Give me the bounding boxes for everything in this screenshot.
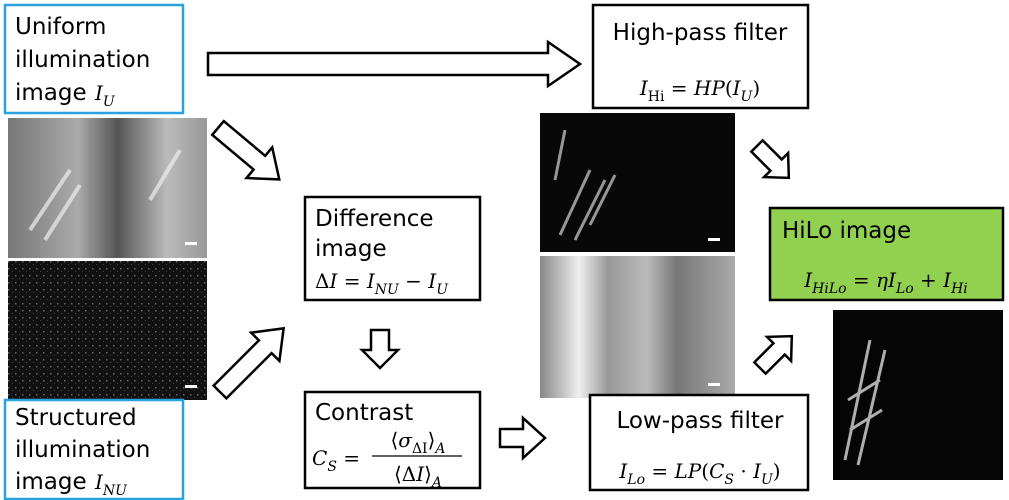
formula-subscript: U	[436, 282, 449, 298]
formula-part: +	[914, 268, 943, 292]
diagram: UniformilluminationimageIUStructuredillu…	[0, 0, 1009, 500]
formula-part: −	[399, 269, 428, 293]
formula-subscript: U	[103, 94, 116, 110]
formula-part: ·	[734, 459, 753, 483]
node-label: illumination	[15, 437, 150, 463]
node-label: High-pass filter	[613, 20, 788, 46]
formula-subscript: A	[430, 475, 442, 491]
node-label: image	[15, 80, 87, 106]
page: UniformilluminationimageIUStructuredillu…	[0, 0, 1009, 500]
node-label: image	[315, 236, 387, 262]
node-label: image	[15, 469, 87, 495]
image-structured	[8, 261, 207, 400]
formula-subscript: HiLo	[811, 281, 846, 297]
formula-subscript: Hi	[648, 89, 665, 105]
formula-part: ⟩	[428, 428, 436, 452]
formula-part: ⟩	[424, 462, 432, 486]
arrow	[206, 314, 298, 406]
formula-part: C	[709, 459, 724, 483]
node-label: Contrast	[315, 400, 413, 426]
formula-subscript: A	[433, 441, 445, 457]
node-label: Uniform	[15, 14, 106, 40]
formula-subscript: NU	[374, 282, 400, 298]
formula-subscript: Hi	[950, 281, 968, 297]
formula-part: )	[773, 459, 781, 483]
formula-subscript: ΔI	[412, 441, 428, 457]
node-label: Low-pass filter	[616, 408, 784, 434]
image-highpass	[540, 113, 735, 252]
image-uniform	[8, 118, 207, 258]
arrow	[205, 113, 292, 195]
formula-part: Δ	[315, 269, 329, 293]
formula-part: (	[701, 459, 709, 483]
formula-part: =	[337, 269, 366, 293]
formula-part: (	[725, 76, 733, 100]
node-label: Difference	[315, 206, 434, 232]
node-label: HiLo image	[782, 218, 911, 244]
arrow	[745, 134, 801, 190]
formula-part: ⟨Δ	[394, 462, 416, 486]
formula-part: =	[337, 446, 360, 470]
node-label: illumination	[15, 47, 150, 73]
formula-subscript: NU	[102, 483, 128, 499]
formula-part: LP	[674, 459, 702, 483]
formula-part: =	[847, 268, 876, 292]
image-hilo	[833, 310, 1003, 480]
formula-part: HP	[693, 76, 725, 100]
formula-subscript: S	[327, 459, 337, 475]
formula-subscript: Lo	[895, 281, 914, 297]
arrow	[208, 42, 580, 86]
image-lowpass	[540, 256, 735, 398]
formula-part: C	[312, 446, 327, 470]
arrow	[362, 330, 398, 368]
formula-part: η	[876, 268, 888, 292]
formula-part: ⟨	[390, 428, 398, 452]
formula-part: =	[664, 76, 693, 100]
formula-part: )	[752, 76, 760, 100]
formula-subscript: S	[724, 472, 734, 488]
node-label: Structured	[15, 405, 137, 431]
arrow	[748, 324, 804, 380]
arrow	[500, 418, 545, 458]
formula-part: =	[645, 459, 674, 483]
formula-subscript: Lo	[626, 472, 645, 488]
